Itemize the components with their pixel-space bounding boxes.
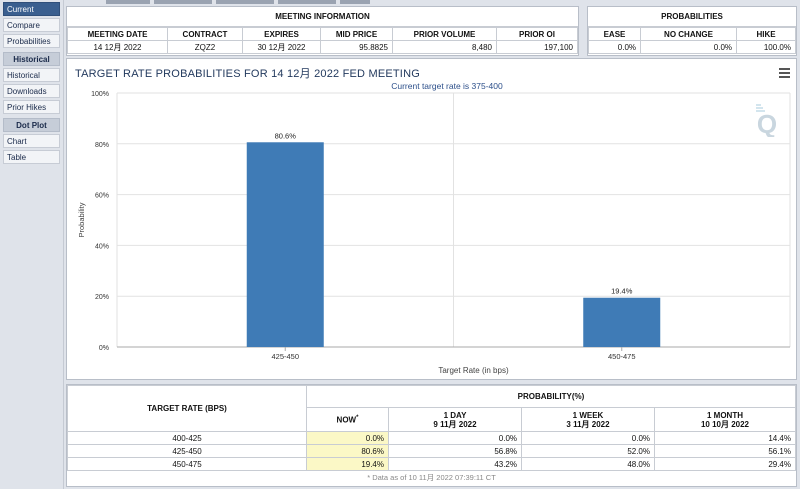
one-day-cell: 43.2% bbox=[388, 457, 522, 471]
col-target-rate: TARGET RATE (BPS) bbox=[67, 385, 307, 432]
col-1-day: 1 DAY 9 11月 2022 bbox=[388, 407, 522, 432]
bar-data-label: 19.4% bbox=[611, 287, 633, 296]
meeting-information-title: MEETING INFORMATION bbox=[67, 7, 578, 27]
prior-volume-value: 8,480 bbox=[392, 40, 497, 54]
col-mid-price: MID PRICE bbox=[320, 27, 393, 41]
y-tick-label: 20% bbox=[95, 294, 109, 301]
chart-menu-icon[interactable] bbox=[779, 68, 790, 78]
sidebar-item-historical[interactable]: Historical bbox=[3, 68, 60, 82]
y-tick-label: 60% bbox=[95, 193, 109, 200]
probabilities-title: PROBABILITIES bbox=[588, 7, 796, 27]
chart-title: TARGET RATE PROBABILITIES FOR 14 12月 202… bbox=[75, 68, 420, 80]
table-row: 425-450 80.6% 56.8% 52.0% 56.1% bbox=[67, 444, 796, 458]
top-tab[interactable] bbox=[340, 0, 370, 4]
meeting-information-table: MEETING DATE CONTRACT EXPIRES MID PRICE … bbox=[67, 27, 578, 54]
watermark-logo-icon: Q bbox=[756, 104, 777, 137]
target-rate-table: TARGET RATE (BPS) PROBABILITY(%) NOW* 1 … bbox=[67, 385, 796, 471]
col-prior-volume: PRIOR VOLUME bbox=[392, 27, 497, 41]
now-cell: 0.0% bbox=[306, 431, 389, 445]
rate-cell: 400-425 bbox=[67, 431, 307, 445]
ease-value: 0.0% bbox=[588, 40, 641, 54]
x-tick-label: 425-450 bbox=[271, 352, 299, 361]
target-rate-table-panel: TARGET RATE (BPS) PROBABILITY(%) NOW* 1 … bbox=[66, 384, 797, 487]
rate-cell: 450-475 bbox=[67, 457, 307, 471]
data-timestamp-footnote: * Data as of 10 11月 2022 07:39:11 CT bbox=[367, 473, 496, 482]
sidebar-heading-historical: Historical bbox=[3, 52, 60, 66]
contract-value: ZQZ2 bbox=[167, 40, 243, 54]
sidebar-item-table[interactable]: Table bbox=[3, 150, 60, 164]
col-1-month: 1 MONTH 10 10月 2022 bbox=[654, 407, 796, 432]
sidebar-item-probabilities[interactable]: Probabilities bbox=[3, 34, 60, 48]
top-tab[interactable] bbox=[106, 0, 150, 4]
bar-data-label: 80.6% bbox=[275, 131, 297, 140]
top-tab[interactable] bbox=[216, 0, 274, 4]
y-axis-title: Probability bbox=[77, 202, 86, 237]
no-change-value: 0.0% bbox=[640, 40, 737, 54]
x-tick-label: 450-475 bbox=[608, 352, 636, 361]
col-probability: PROBABILITY(%) bbox=[306, 385, 796, 408]
probabilities-table: EASE NO CHANGE HIKE 0.0% 0.0% 100.0% bbox=[588, 27, 796, 54]
rate-cell: 425-450 bbox=[67, 444, 307, 458]
col-contract: CONTRACT bbox=[167, 27, 243, 41]
y-tick-label: 100% bbox=[91, 91, 109, 98]
one-week-cell: 0.0% bbox=[521, 431, 655, 445]
sidebar-item-prior-hikes[interactable]: Prior Hikes bbox=[3, 100, 60, 114]
y-tick-label: 80% bbox=[95, 142, 109, 149]
sidebar-item-chart[interactable]: Chart bbox=[3, 134, 60, 148]
now-cell: 19.4% bbox=[306, 457, 389, 471]
sidebar-item-compare[interactable]: Compare bbox=[3, 18, 60, 32]
sidebar-heading-dot-plot: Dot Plot bbox=[3, 118, 60, 132]
col-hike: HIKE bbox=[736, 27, 796, 41]
col-expires: EXPIRES bbox=[242, 27, 321, 41]
col-now: NOW* bbox=[306, 407, 389, 432]
hike-value: 100.0% bbox=[736, 40, 796, 54]
sidebar-item-downloads[interactable]: Downloads bbox=[3, 84, 60, 98]
top-tab-strip bbox=[66, 0, 800, 4]
one-month-cell: 14.4% bbox=[654, 431, 796, 445]
sidebar: Current Compare Probabilities Historical… bbox=[0, 0, 64, 489]
y-tick-label: 40% bbox=[95, 243, 109, 250]
prior-oi-value: 197,100 bbox=[496, 40, 578, 54]
one-day-cell: 56.8% bbox=[388, 444, 522, 458]
chart-panel: Current target rate is 375-400 0% 20% 40% 60… bbox=[66, 58, 797, 380]
mid-price-value: 95.8825 bbox=[320, 40, 393, 54]
one-month-cell: 56.1% bbox=[654, 444, 796, 458]
now-cell: 80.6% bbox=[306, 444, 389, 458]
y-tick-label: 0% bbox=[99, 345, 109, 352]
col-1-week: 1 WEEK 3 11月 2022 bbox=[521, 407, 655, 432]
one-week-cell: 48.0% bbox=[521, 457, 655, 471]
sidebar-item-current[interactable]: Current bbox=[3, 2, 60, 16]
col-ease: EASE bbox=[588, 27, 641, 41]
top-tab[interactable] bbox=[154, 0, 212, 4]
col-no-change: NO CHANGE bbox=[640, 27, 737, 41]
one-month-cell: 29.4% bbox=[654, 457, 796, 471]
bar bbox=[583, 297, 661, 347]
col-meeting-date: MEETING DATE bbox=[67, 27, 168, 41]
probability-bar-chart: Current target rate is 375-400 0% 20% 40% 60… bbox=[77, 81, 791, 375]
x-axis-title: Target Rate (in bps) bbox=[438, 366, 509, 375]
chart-subtitle: Current target rate is 375-400 bbox=[391, 81, 503, 91]
table-row: 450-475 19.4% 43.2% 48.0% 29.4% bbox=[67, 457, 796, 471]
probabilities-panel: PROBABILITIES EASE NO CHANGE HIKE 0.0% 0… bbox=[587, 6, 797, 56]
expires-value: 30 12月 2022 bbox=[242, 40, 321, 54]
col-prior-oi: PRIOR OI bbox=[496, 27, 578, 41]
table-row: 400-425 0.0% 0.0% 0.0% 14.4% bbox=[67, 431, 796, 445]
top-tab[interactable] bbox=[278, 0, 336, 4]
one-week-cell: 52.0% bbox=[521, 444, 655, 458]
meeting-date-value: 14 12月 2022 bbox=[67, 40, 168, 54]
meeting-information-panel: MEETING INFORMATION MEETING DATE CONTRAC… bbox=[66, 6, 579, 56]
bar bbox=[246, 142, 324, 347]
watermark-text: Q bbox=[757, 109, 777, 137]
one-day-cell: 0.0% bbox=[388, 431, 522, 445]
